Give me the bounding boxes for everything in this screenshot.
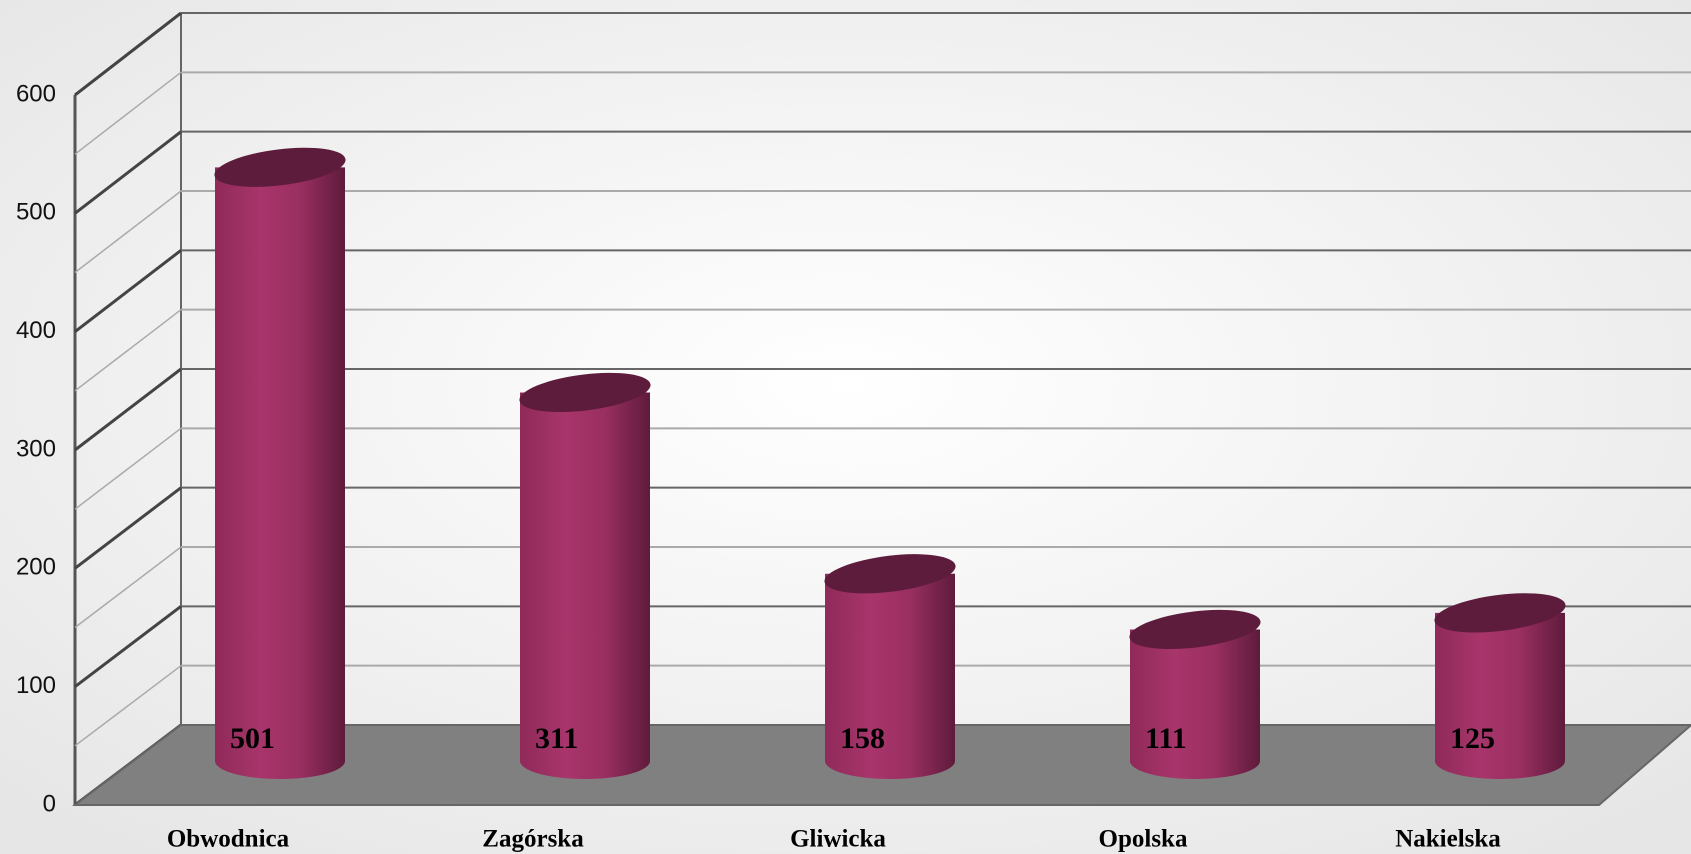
cylinder: [519, 372, 651, 779]
grid-line: [74, 130, 182, 215]
cylinder: [1434, 593, 1566, 779]
minor-grid-line: [74, 309, 182, 392]
cylinder-top: [214, 147, 346, 187]
cylinder: [824, 554, 956, 779]
grid-line: [74, 249, 182, 333]
cylinder-body: [215, 167, 345, 779]
cylinder-top: [1434, 593, 1566, 633]
cylinder: [1129, 609, 1261, 779]
y-tick-label: 600: [16, 80, 56, 107]
cylinder: [214, 147, 346, 779]
minor-grid-line: [74, 71, 182, 155]
cylinder-top: [1129, 609, 1261, 650]
x-tick-label: Nakielska: [1395, 826, 1501, 853]
y-tick-label: 300: [16, 435, 56, 462]
x-tick-label: Gliwicka: [790, 826, 886, 853]
data-label: 125: [1450, 722, 1495, 755]
minor-grid-line: [74, 190, 182, 274]
minor-grid-line: [74, 546, 182, 629]
grid-line: [74, 605, 182, 688]
y-tick-label: 400: [16, 317, 56, 344]
x-tick-label: Opolska: [1099, 826, 1188, 853]
data-label: 158: [840, 722, 885, 755]
cylinder-body: [1435, 612, 1565, 779]
cylinder-top: [824, 554, 956, 594]
data-label: 111: [1145, 722, 1187, 755]
cylinder-body: [520, 392, 650, 779]
minor-grid-line: [74, 427, 182, 510]
x-tick-label: Zagórska: [482, 826, 584, 853]
cylinder-body: [825, 573, 955, 779]
x-tick-label: Obwodnica: [167, 826, 290, 853]
grid-line: [74, 486, 182, 570]
y-tick-label: 0: [43, 790, 56, 817]
cylinder-body: [1130, 629, 1260, 779]
cylinder-top: [519, 372, 651, 413]
minor-grid-line: [74, 665, 182, 747]
y-tick-label: 200: [16, 554, 56, 581]
data-label: 501: [230, 722, 275, 755]
y-tick-label: 100: [16, 672, 56, 699]
grid-line: [74, 11, 182, 97]
y-tick-label: 500: [16, 199, 56, 226]
grid-line: [74, 367, 182, 452]
data-label: 311: [535, 722, 578, 755]
